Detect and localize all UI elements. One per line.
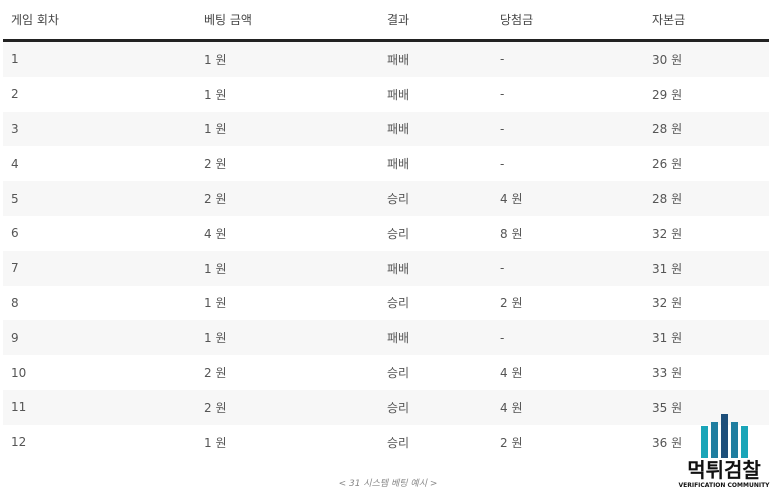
cell-result: 패배 [379, 320, 492, 356]
cell-round: 8 [11, 295, 19, 310]
cell-result: 패배 [379, 250, 492, 286]
cell-result: 패배 [387, 157, 410, 172]
table-row: 10 2 원 승리 4 원 33 원 [3, 355, 769, 390]
cell-payout: 2 원 [500, 435, 523, 450]
cell-capital: 30 원 [644, 40, 769, 77]
cell-result: 승리 [387, 435, 410, 450]
table-header: 게임 회차 베팅 금액 결과 당첨금 자본금 [3, 0, 769, 42]
table-row: 11 2 원 승리 4 원 35 원 [3, 389, 769, 425]
cell-bet: 2 원 [196, 181, 379, 216]
cell-result: 패배 [387, 87, 410, 102]
cell-bet: 1 원 [196, 40, 379, 77]
header-round: 게임 회차 [3, 0, 196, 42]
table-row: 12 1 원 승리 2 원 36 원 [3, 425, 769, 460]
cell-bet: 1 원 [204, 435, 227, 450]
cell-result: 패배 [379, 111, 492, 147]
cell-payout: 4 원 [500, 366, 523, 381]
header-payout: 당첨금 [492, 0, 644, 42]
cell-round: 11 [3, 389, 196, 425]
cell-bet: 2 원 [204, 157, 227, 172]
cell-payout: 4 원 [492, 181, 644, 216]
table-row: 4 2 원 패배 - 26 원 [3, 146, 769, 181]
cell-capital: 32 원 [652, 296, 683, 311]
cell-payout: - [500, 87, 505, 102]
logo-bars-icon [676, 410, 772, 458]
cell-bet: 1 원 [204, 296, 227, 311]
cell-round: 1 [3, 40, 196, 77]
cell-result: 패배 [379, 40, 492, 77]
header-bet: 베팅 금액 [196, 0, 379, 42]
cell-result: 승리 [387, 226, 410, 241]
cell-round: 10 [11, 365, 27, 380]
cell-capital: 31 원 [644, 320, 769, 356]
cell-payout: - [492, 250, 644, 286]
cell-round: 12 [11, 435, 27, 450]
cell-capital: 33 원 [652, 366, 683, 381]
header-capital: 자본금 [644, 0, 769, 42]
cell-bet: 1 원 [204, 87, 227, 102]
cell-capital: 26 원 [652, 157, 683, 172]
cell-round: 4 [11, 156, 19, 171]
cell-bet: 2 원 [196, 389, 379, 425]
table-row: 6 4 원 승리 8 원 32 원 [3, 216, 769, 251]
header-result: 결과 [379, 0, 492, 42]
cell-bet: 1 원 [196, 320, 379, 356]
cell-round: 6 [11, 226, 19, 241]
logo-subtitle: VERIFICATION COMMUNITY [678, 482, 770, 489]
cell-payout: 4 원 [492, 389, 644, 425]
cell-bet: 1 원 [196, 250, 379, 286]
cell-round: 7 [3, 250, 196, 286]
cell-payout: 2 원 [500, 296, 523, 311]
cell-capital: 29 원 [652, 87, 683, 102]
cell-round: 5 [3, 181, 196, 216]
table-row: 2 1 원 패배 - 29 원 [3, 77, 769, 112]
cell-payout: - [492, 40, 644, 77]
cell-round: 2 [11, 87, 19, 102]
cell-capital: 35 원 [644, 389, 769, 425]
table-row: 8 1 원 승리 2 원 32 원 [3, 286, 769, 321]
cell-payout: - [492, 320, 644, 356]
cell-payout: 8 원 [500, 226, 523, 241]
cell-payout: - [500, 156, 505, 171]
cell-capital: 31 원 [644, 250, 769, 286]
logo: 먹튀검찰 VERIFICATION COMMUNITY [676, 410, 772, 498]
cell-capital: 28 원 [644, 111, 769, 147]
cell-bet: 2 원 [204, 366, 227, 381]
cell-result: 승리 [379, 389, 492, 425]
cell-payout: - [492, 111, 644, 147]
cell-result: 승리 [379, 181, 492, 216]
cell-round: 9 [3, 320, 196, 356]
cell-result: 승리 [387, 366, 410, 381]
table-caption: < 31 시스템 베팅 예시 > [338, 479, 438, 489]
cell-capital: 32 원 [652, 226, 683, 241]
logo-name: 먹튀검찰 [687, 458, 761, 482]
cell-bet: 1 원 [196, 111, 379, 147]
cell-capital: 28 원 [644, 181, 769, 216]
cell-capital: 36 원 [652, 435, 683, 450]
cell-bet: 4 원 [204, 226, 227, 241]
cell-round: 3 [3, 111, 196, 147]
cell-result: 승리 [387, 296, 410, 311]
